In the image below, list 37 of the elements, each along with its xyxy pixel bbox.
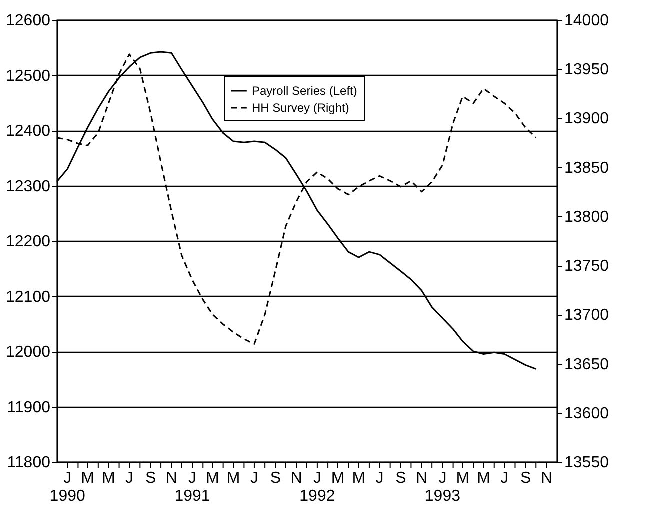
y-tick-label: 12600	[6, 12, 51, 30]
x-tick-label: J	[250, 470, 258, 487]
x-tick-label: S	[520, 470, 532, 487]
y-tick-label: 12000	[6, 344, 51, 361]
x-tick-label: S	[396, 470, 406, 487]
x-tick-label: J	[126, 470, 134, 487]
y2-tick-label: 13950	[564, 62, 610, 79]
x-tick-label: M	[102, 470, 116, 487]
y2-tick-label: 13550	[564, 454, 610, 472]
x-tick-label: M	[226, 470, 240, 487]
y-tick-label: 11900	[7, 399, 51, 416]
x-tick-label: N	[416, 470, 428, 487]
x-tick-label: N	[540, 470, 553, 487]
y-tick-label: 11800	[7, 454, 51, 472]
y2-tick-label: 13800	[564, 208, 610, 226]
x-tick-label: M	[352, 470, 366, 487]
x-tick-label: N	[166, 470, 178, 487]
y2-tick-label: 13600	[564, 405, 610, 422]
x-tick-label: J	[376, 470, 384, 487]
x-tick-label: S	[145, 470, 156, 487]
y-tick-label: 12300	[6, 178, 51, 196]
y-tick-label: 12100	[6, 288, 51, 306]
x-tick-label: M	[477, 470, 490, 487]
x-tick-label: N	[290, 470, 302, 487]
y2-tick-label: 13750	[564, 258, 610, 276]
legend-label: HH Survey (Right)	[252, 101, 350, 115]
y2-tick-label: 13900	[564, 110, 610, 128]
legend-label: Payroll Series (Left)	[252, 84, 358, 98]
y2-tick-label: 14000	[564, 12, 610, 30]
y-tick-label: 12400	[6, 123, 51, 140]
y-tick-label: 12500	[6, 68, 51, 85]
y2-tick-label: 13650	[564, 356, 610, 374]
x-tick-label: J	[500, 470, 509, 487]
x-tick-label: S	[270, 470, 282, 487]
y-tick-label: 12200	[6, 234, 51, 250]
y2-tick-label: 13850	[564, 160, 610, 177]
y2-tick-label: 13700	[564, 307, 610, 324]
